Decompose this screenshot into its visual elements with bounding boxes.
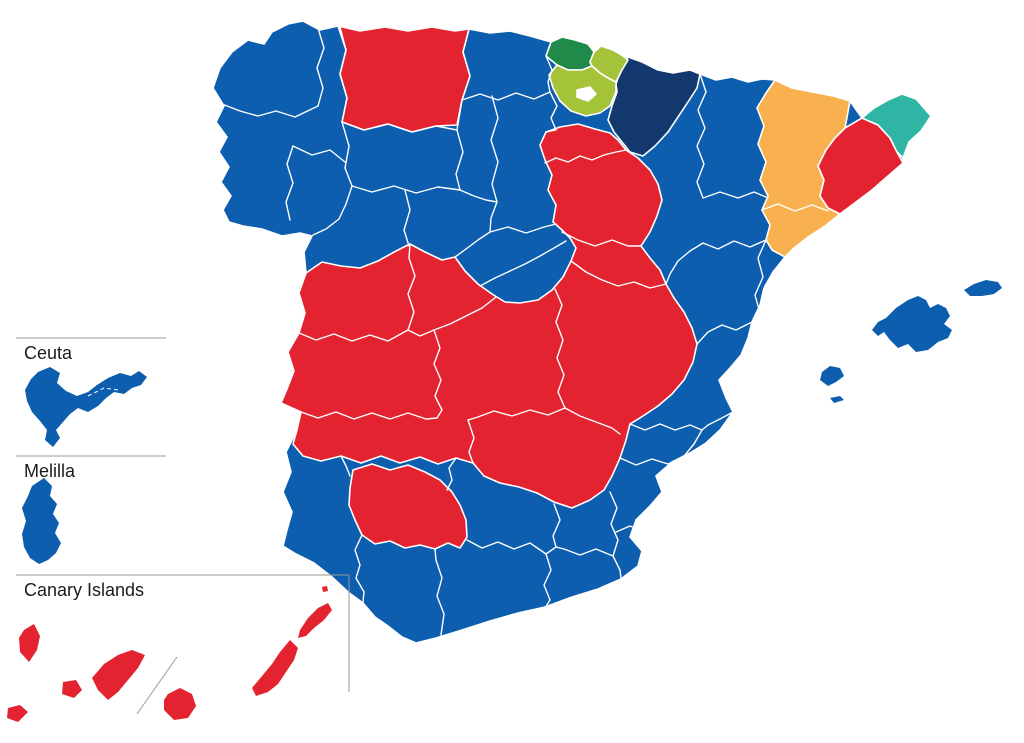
- region-girona: [861, 93, 932, 159]
- region-lanzarote: [298, 603, 332, 638]
- region-formentera: [830, 396, 844, 403]
- region-mallorca: [872, 296, 952, 352]
- inset-dividers: [16, 337, 350, 715]
- inset-label-ceuta: Ceuta: [24, 343, 73, 363]
- region-asturias: [337, 25, 471, 133]
- canary-islands: [7, 586, 332, 722]
- region-lanzarote-islet: [322, 586, 328, 592]
- region-tenerife: [92, 650, 145, 700]
- inset-label-canary-islands: Canary Islands: [24, 580, 145, 600]
- region-ceuta: [25, 367, 147, 447]
- region-central-red-band: [280, 123, 698, 509]
- region-sevilla: [348, 463, 468, 550]
- province-borders: [221, 26, 829, 636]
- region-lleida-tarragona: [756, 79, 851, 258]
- region-la-gomera: [62, 680, 82, 698]
- region-la-palma: [19, 624, 40, 662]
- region-fuerteventura: [252, 640, 298, 696]
- region-melilla: [22, 478, 61, 564]
- region-menorca: [964, 280, 1002, 296]
- region-gran-canaria: [164, 688, 196, 720]
- inset-label-melilla: Melilla: [24, 461, 76, 481]
- region-el-hierro: [7, 705, 28, 722]
- ceuta-frontier-line: [87, 387, 119, 397]
- region-ibiza: [820, 366, 844, 386]
- trevino-enclave: [576, 86, 597, 102]
